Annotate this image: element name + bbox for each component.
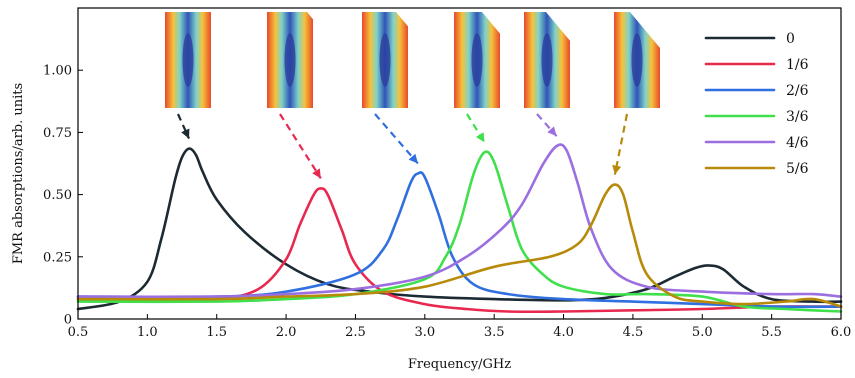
y-tick-label: 0.75 xyxy=(43,126,72,141)
x-axis: 0.5 1.0 1.5 2.0 2.5 3.0 3.5 4.0 4.5 5.0 5.5 6.0 xyxy=(68,314,852,340)
peak-arrow-head xyxy=(181,128,190,139)
mode-profile-image xyxy=(524,12,570,108)
legend-label: 2/6 xyxy=(786,83,809,99)
x-tick-label: 3.5 xyxy=(484,325,505,340)
x-tick-label: 6.0 xyxy=(831,325,852,340)
y-axis: 0 0.25 0.50 0.75 1.00 xyxy=(43,64,83,328)
series-line xyxy=(76,171,843,309)
plot-frame xyxy=(77,7,842,320)
legend-label: 0 xyxy=(786,31,795,47)
x-tick-label: 0.5 xyxy=(68,325,89,340)
y-tick-label: 0 xyxy=(64,313,72,328)
peak-arrow-head xyxy=(547,126,557,137)
peak-arrow-head xyxy=(408,153,418,164)
x-tick-label: 5.0 xyxy=(692,325,713,340)
series-line xyxy=(76,147,843,311)
peak-arrow xyxy=(374,113,419,165)
x-tick-label: 2.5 xyxy=(345,325,366,340)
x-tick-label: 3.0 xyxy=(414,325,435,340)
peak-arrow xyxy=(176,113,190,140)
mode-profile-image xyxy=(267,12,313,108)
legend-label: 3/6 xyxy=(786,109,809,125)
x-tick-label: 5.5 xyxy=(761,325,782,340)
y-tick-label: 0.50 xyxy=(43,188,72,203)
series-line xyxy=(76,183,843,308)
mode-profile-image xyxy=(614,12,660,108)
series-lines xyxy=(76,143,843,314)
series-line xyxy=(76,187,843,314)
mode-profile-image xyxy=(454,12,500,108)
x-tick-label: 4.0 xyxy=(553,325,574,340)
y-tick-label: 0.25 xyxy=(43,250,72,265)
y-tick-label: 1.00 xyxy=(43,64,72,79)
peak-arrow xyxy=(613,113,629,175)
x-tick-label: 4.5 xyxy=(623,325,644,340)
legend-label: 1/6 xyxy=(786,57,809,73)
legend-label: 5/6 xyxy=(786,161,809,177)
mode-profile-insets xyxy=(165,12,660,108)
mode-profile-image xyxy=(165,12,211,108)
peak-arrow xyxy=(279,113,322,179)
series-line xyxy=(76,150,843,313)
mode-profile-image xyxy=(362,12,408,108)
series-line xyxy=(76,143,843,299)
peak-arrow-head xyxy=(612,164,622,175)
y-axis-label: FMR absorptions/arb. units xyxy=(11,83,26,264)
peak-arrows xyxy=(176,113,629,179)
x-tick-label: 2.0 xyxy=(276,325,297,340)
x-tick-label: 1.5 xyxy=(206,325,227,340)
legend-label: 4/6 xyxy=(786,135,809,151)
legend: 0 1/6 2/6 3/6 4/6 5/6 xyxy=(704,31,809,177)
peak-arrow-head xyxy=(312,168,321,179)
x-tick-label: 1.0 xyxy=(137,325,158,340)
x-axis-label: Frequency/GHz xyxy=(408,357,511,372)
peak-arrow-head xyxy=(475,132,485,143)
